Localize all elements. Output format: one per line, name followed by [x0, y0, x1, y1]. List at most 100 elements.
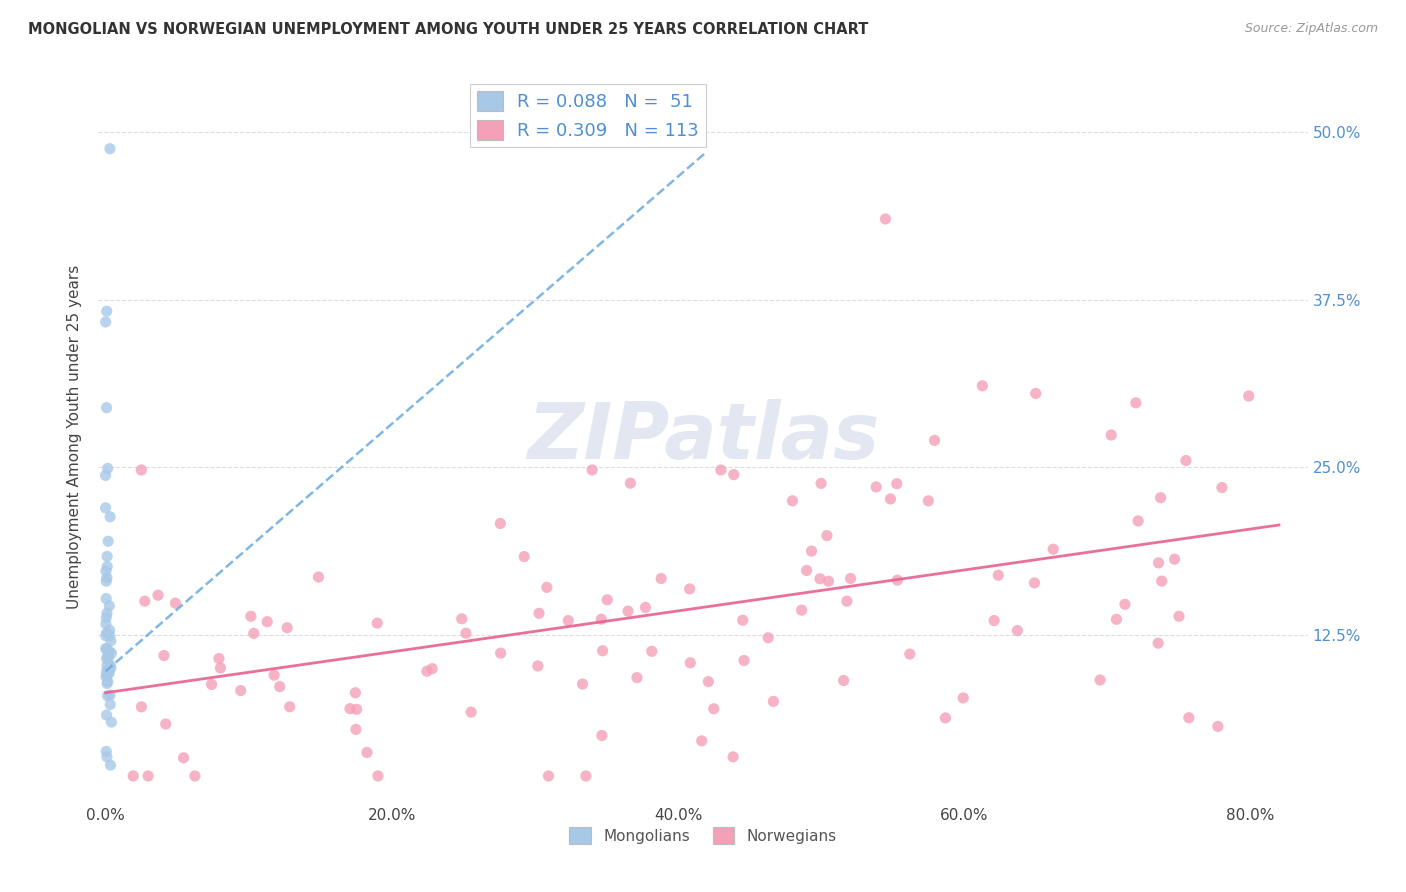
Point	[263, 668, 285, 682]
Point	[1174, 453, 1197, 467]
Point	[96, 606, 118, 620]
Point	[256, 615, 278, 629]
Point	[875, 212, 897, 227]
Point	[527, 607, 550, 621]
Point	[122, 769, 145, 783]
Point	[886, 476, 908, 491]
Point	[1042, 542, 1064, 557]
Point	[460, 705, 482, 719]
Text: MONGOLIAN VS NORWEGIAN UNEMPLOYMENT AMONG YOUTH UNDER 25 YEARS CORRELATION CHART: MONGOLIAN VS NORWEGIAN UNEMPLOYMENT AMON…	[28, 22, 869, 37]
Point	[817, 574, 839, 589]
Point	[987, 568, 1010, 582]
Point	[173, 751, 195, 765]
Point	[1147, 556, 1170, 570]
Point	[96, 571, 118, 585]
Point	[308, 570, 330, 584]
Point	[1211, 481, 1233, 495]
Point	[278, 699, 301, 714]
Point	[94, 670, 117, 684]
Point	[184, 769, 207, 783]
Point	[690, 734, 713, 748]
Point	[96, 750, 118, 764]
Point	[100, 661, 122, 675]
Point	[96, 676, 118, 690]
Point	[634, 600, 657, 615]
Point	[100, 646, 122, 660]
Point	[96, 304, 118, 318]
Point	[1007, 624, 1029, 638]
Point	[489, 516, 512, 531]
Point	[591, 612, 613, 626]
Point	[346, 702, 368, 716]
Point	[952, 690, 974, 705]
Point	[1126, 514, 1149, 528]
Point	[703, 702, 725, 716]
Point	[98, 623, 121, 637]
Point	[97, 534, 120, 549]
Point	[356, 746, 378, 760]
Point	[879, 491, 901, 506]
Point	[527, 659, 550, 673]
Point	[100, 758, 122, 772]
Point	[1114, 598, 1136, 612]
Point	[96, 591, 118, 606]
Point	[98, 509, 121, 524]
Legend: Mongolians, Norwegians: Mongolians, Norwegians	[564, 822, 842, 850]
Point	[626, 671, 648, 685]
Point	[832, 673, 855, 688]
Point	[269, 680, 291, 694]
Point	[98, 698, 121, 712]
Point	[97, 674, 120, 689]
Point	[94, 641, 117, 656]
Y-axis label: Unemployment Among Youth under 25 years: Unemployment Among Youth under 25 years	[67, 265, 83, 609]
Point	[1024, 575, 1046, 590]
Point	[94, 315, 117, 329]
Point	[100, 633, 122, 648]
Point	[153, 648, 176, 663]
Point	[98, 629, 121, 643]
Point	[94, 616, 117, 631]
Point	[1150, 574, 1173, 588]
Point	[537, 769, 560, 783]
Point	[344, 723, 367, 737]
Point	[1178, 711, 1201, 725]
Point	[239, 609, 262, 624]
Point	[416, 664, 439, 678]
Point	[1025, 386, 1047, 401]
Text: ZIPatlas: ZIPatlas	[527, 399, 879, 475]
Point	[96, 626, 118, 640]
Point	[679, 656, 702, 670]
Point	[619, 476, 641, 491]
Point	[98, 142, 121, 156]
Point	[94, 629, 117, 643]
Point	[917, 493, 939, 508]
Point	[97, 664, 120, 678]
Point	[96, 649, 118, 664]
Point	[571, 677, 593, 691]
Point	[454, 626, 477, 640]
Point	[1149, 491, 1171, 505]
Point	[165, 596, 187, 610]
Point	[96, 549, 118, 564]
Point	[810, 476, 832, 491]
Point	[229, 683, 252, 698]
Point	[581, 463, 603, 477]
Point	[98, 688, 121, 702]
Point	[1237, 389, 1260, 403]
Point	[131, 463, 153, 477]
Point	[97, 461, 120, 475]
Point	[815, 528, 838, 542]
Point	[641, 644, 664, 658]
Point	[808, 572, 831, 586]
Point	[96, 665, 118, 679]
Point	[650, 572, 672, 586]
Point	[1088, 673, 1111, 687]
Point	[839, 571, 862, 585]
Point	[155, 717, 177, 731]
Point	[513, 549, 536, 564]
Point	[596, 592, 619, 607]
Text: Source: ZipAtlas.com: Source: ZipAtlas.com	[1244, 22, 1378, 36]
Point	[94, 500, 117, 515]
Point	[96, 689, 118, 703]
Point	[100, 715, 122, 730]
